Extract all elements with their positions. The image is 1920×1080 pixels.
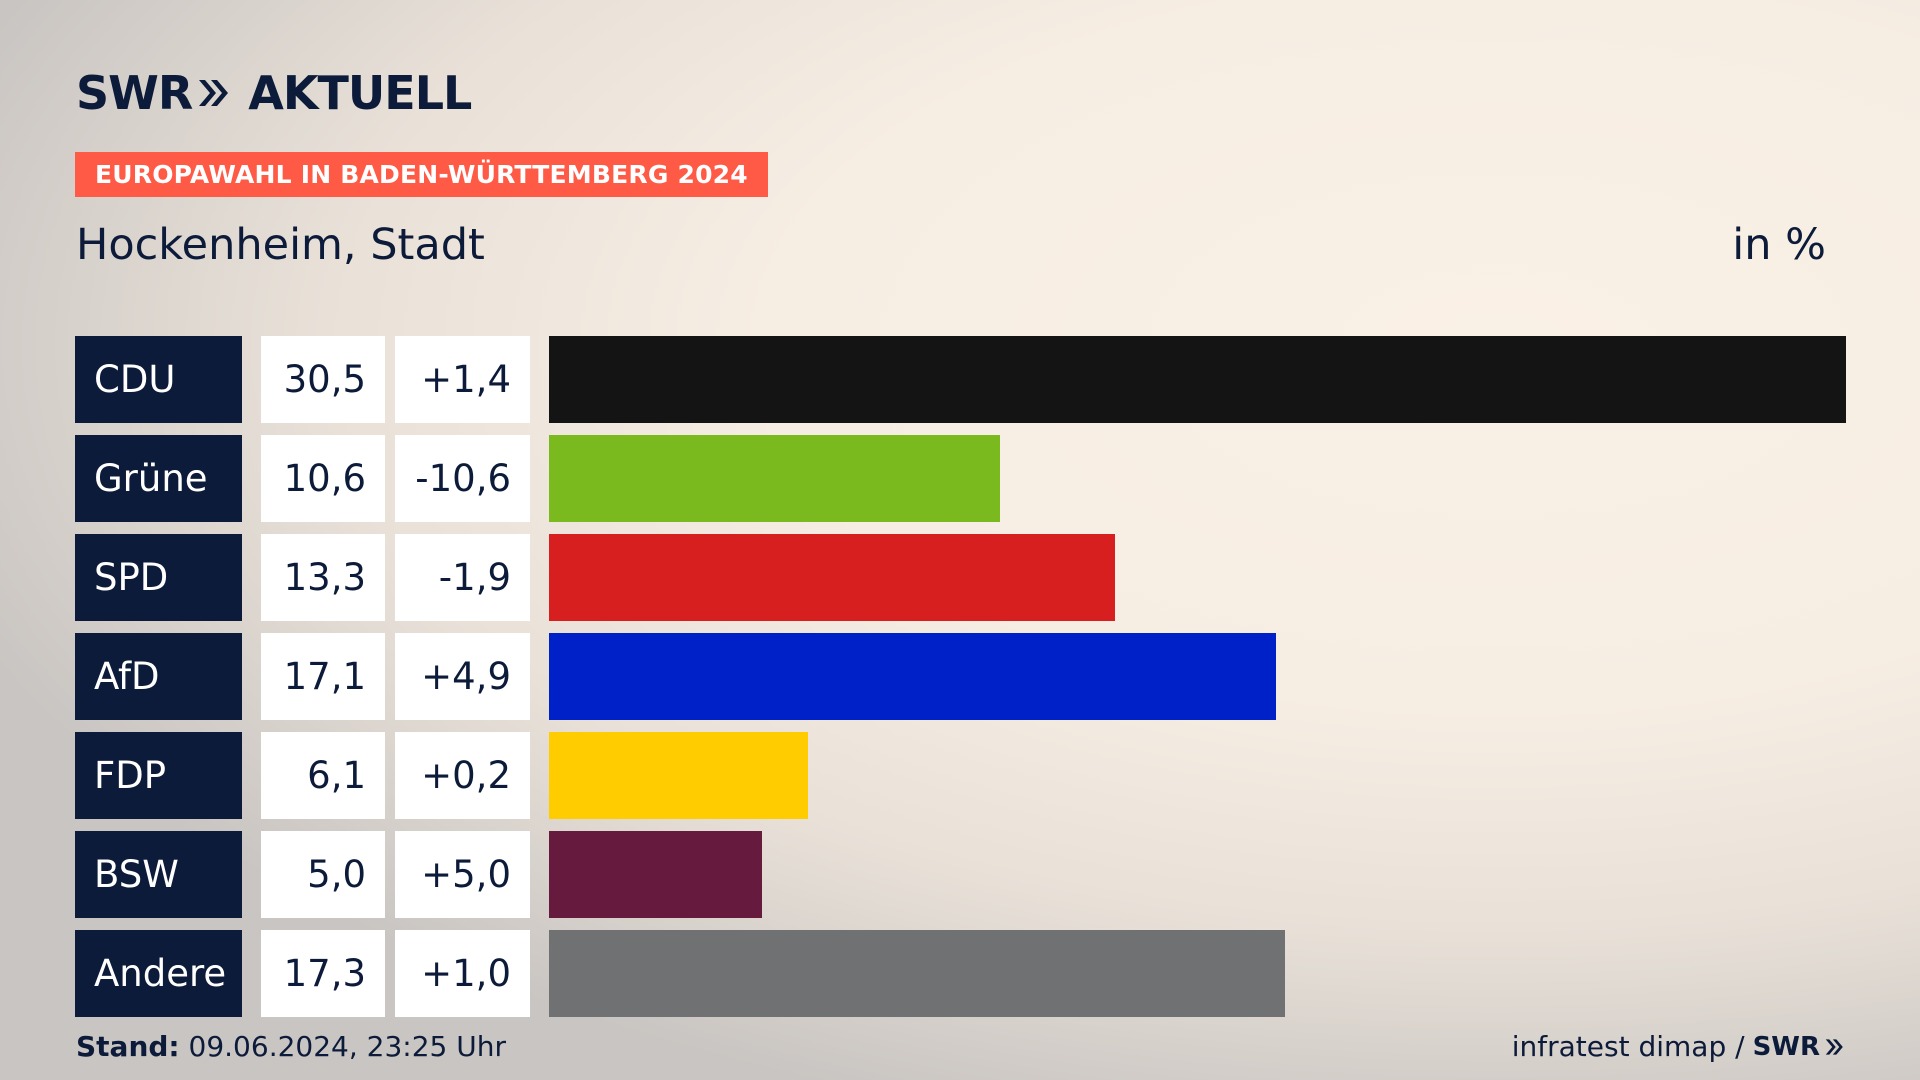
value-label: 6,1 xyxy=(261,732,385,819)
value-label: 17,1 xyxy=(261,633,385,720)
stand-value: 09.06.2024, 23:25 Uhr xyxy=(188,1030,506,1063)
results-table: CDU 30,5 +1,4 Grüne 10,6 -10,6 SPD 13,3 -1,9 AfD 1… xyxy=(75,336,1846,1029)
source-swr-text: SWR xyxy=(1752,1031,1820,1062)
bar-spd xyxy=(549,534,1115,621)
result-row: AfD 17,1 +4,9 xyxy=(75,633,1846,720)
party-label: SPD xyxy=(75,534,242,621)
bar-fdp xyxy=(549,732,808,819)
election-badge: EUROPAWAHL IN BADEN-WÜRTTEMBERG 2024 xyxy=(75,152,768,197)
swr-aktuell-logo: SWR AKTUELL xyxy=(76,66,472,120)
bar-gr-ne xyxy=(549,435,1000,522)
source-credit: infratest dimap / SWR xyxy=(1512,1030,1844,1063)
logo-swr-text: SWR xyxy=(76,66,193,120)
double-chevron-icon xyxy=(1825,1038,1843,1055)
result-row: FDP 6,1 +0,2 xyxy=(75,732,1846,819)
value-label: 5,0 xyxy=(261,831,385,918)
party-label: CDU xyxy=(75,336,242,423)
party-label: AfD xyxy=(75,633,242,720)
result-row: SPD 13,3 -1,9 xyxy=(75,534,1846,621)
unit-label: in % xyxy=(1732,220,1826,270)
party-label: Andere xyxy=(75,930,242,1017)
difference-label: +4,9 xyxy=(395,633,530,720)
logo-aktuell-text: AKTUELL xyxy=(248,66,472,120)
difference-label: -10,6 xyxy=(395,435,530,522)
value-label: 17,3 xyxy=(261,930,385,1017)
source-swr-logo: SWR xyxy=(1753,1032,1844,1062)
party-label: FDP xyxy=(75,732,242,819)
stand-label: Stand: xyxy=(76,1030,180,1063)
bar-bsw xyxy=(549,831,762,918)
difference-label: +1,4 xyxy=(395,336,530,423)
party-label: Grüne xyxy=(75,435,242,522)
difference-label: -1,9 xyxy=(395,534,530,621)
bar-andere xyxy=(549,930,1285,1017)
double-chevron-icon xyxy=(196,66,230,120)
bar-afd xyxy=(549,633,1276,720)
difference-label: +5,0 xyxy=(395,831,530,918)
result-row: Grüne 10,6 -10,6 xyxy=(75,435,1846,522)
value-label: 13,3 xyxy=(261,534,385,621)
bar-cdu xyxy=(549,336,1846,423)
party-label: BSW xyxy=(75,831,242,918)
timestamp: Stand: 09.06.2024, 23:25 Uhr xyxy=(76,1030,506,1063)
result-row: Andere 17,3 +1,0 xyxy=(75,930,1846,1017)
result-row: BSW 5,0 +5,0 xyxy=(75,831,1846,918)
chart-title: Hockenheim, Stadt xyxy=(76,220,485,270)
result-row: CDU 30,5 +1,4 xyxy=(75,336,1846,423)
difference-label: +1,0 xyxy=(395,930,530,1017)
source-text: infratest dimap / xyxy=(1511,1030,1745,1063)
value-label: 30,5 xyxy=(261,336,385,423)
difference-label: +0,2 xyxy=(395,732,530,819)
value-label: 10,6 xyxy=(261,435,385,522)
